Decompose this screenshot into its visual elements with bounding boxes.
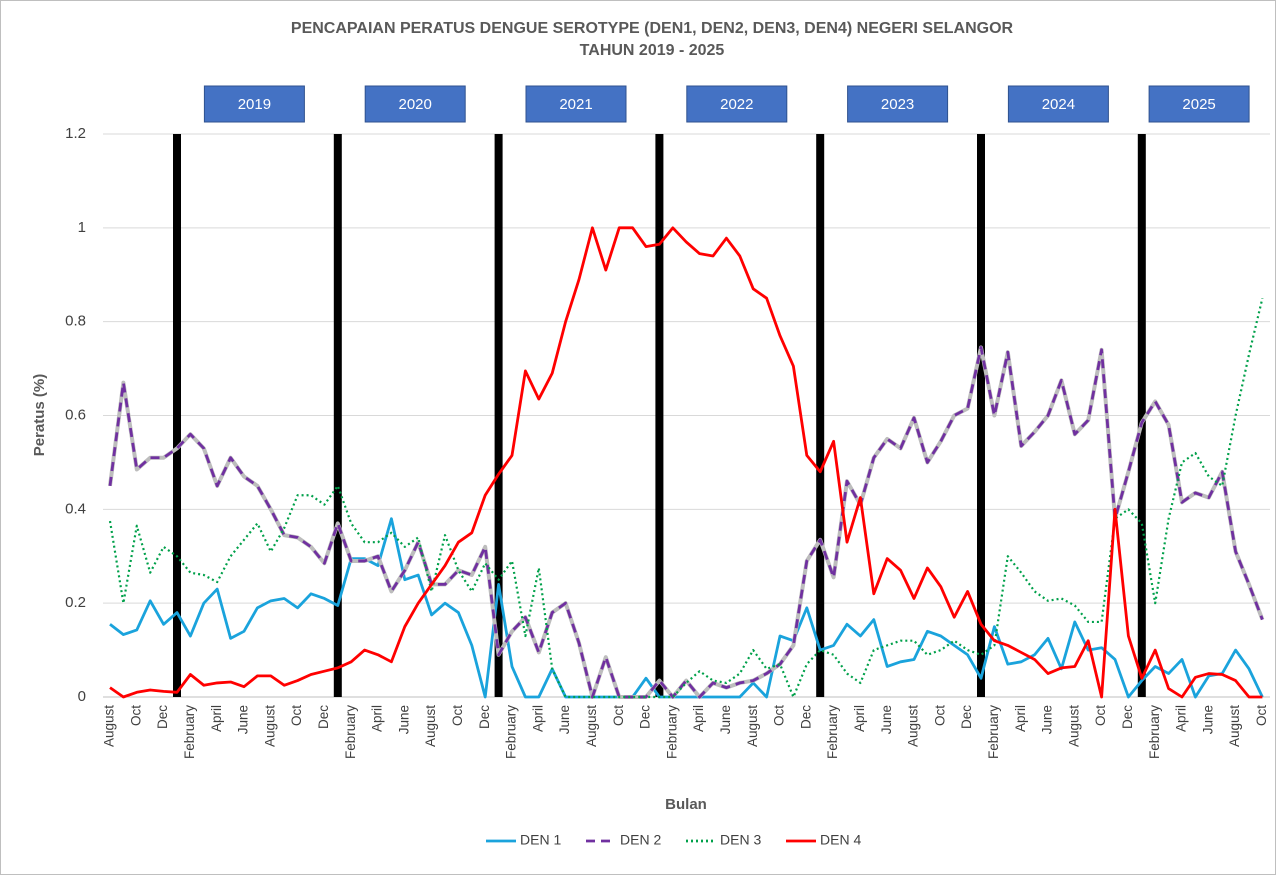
x-tick-label: Dec xyxy=(155,705,170,729)
x-tick-label: August xyxy=(102,705,117,747)
x-tick-label: Dec xyxy=(316,705,331,729)
x-tick-label: Oct xyxy=(1093,705,1108,726)
year-divider xyxy=(977,134,985,697)
x-tick-label: June xyxy=(396,705,411,734)
year-divider xyxy=(655,134,664,697)
x-tick-label: April xyxy=(1013,705,1028,732)
year-divider xyxy=(173,134,181,697)
x-tick-label: April xyxy=(209,705,224,732)
chart-title: TAHUN 2019 - 2025 xyxy=(580,42,725,59)
y-tick-label: 0.4 xyxy=(65,500,86,517)
year-divider xyxy=(1137,134,1146,697)
x-tick-label: Dec xyxy=(477,705,492,729)
x-tick-label: February xyxy=(504,705,519,759)
x-tick-label: June xyxy=(557,705,572,734)
x-tick-label: April xyxy=(852,705,867,732)
year-box xyxy=(686,85,788,123)
year-label: 2022 xyxy=(720,96,753,113)
x-tick-label: Dec xyxy=(798,705,813,729)
year-divider xyxy=(494,134,503,697)
series-line xyxy=(109,517,1264,699)
x-tick-label: April xyxy=(370,705,385,732)
y-tick-label: 0.2 xyxy=(65,594,86,611)
year-box xyxy=(203,85,305,123)
x-tick-label: Dec xyxy=(1120,705,1135,729)
x-tick-label: Oct xyxy=(611,705,626,726)
x-tick-label: April xyxy=(691,705,706,732)
x-tick-label: August xyxy=(745,705,760,747)
x-tick-label: Oct xyxy=(1254,705,1269,726)
year-box xyxy=(1148,85,1250,123)
y-tick-label: 0.8 xyxy=(65,313,86,330)
year-box xyxy=(364,85,466,123)
x-tick-label: August xyxy=(906,705,921,747)
year-label: 2024 xyxy=(1042,96,1075,113)
x-tick-label: February xyxy=(1147,705,1162,759)
x-tick-label: February xyxy=(343,705,358,759)
year-label: 2021 xyxy=(559,96,592,113)
year-label: 2020 xyxy=(399,96,432,113)
year-divider xyxy=(333,134,342,697)
series-line xyxy=(108,297,1264,699)
year-label: 2025 xyxy=(1182,96,1215,113)
year-divider xyxy=(816,134,825,697)
series-line xyxy=(109,226,1263,699)
year-box xyxy=(1007,85,1109,123)
year-label: 2019 xyxy=(238,96,271,113)
x-tick-label: Dec xyxy=(638,705,653,729)
legend-label: DEN 4 xyxy=(820,832,861,848)
x-tick-label: June xyxy=(718,705,733,734)
x-tick-label: June xyxy=(1040,705,1055,734)
y-tick-label: 1.2 xyxy=(65,125,86,142)
x-tick-label: June xyxy=(879,705,894,734)
y-tick-label: 1 xyxy=(78,219,86,236)
y-tick-label: 0 xyxy=(78,688,86,705)
x-tick-label: April xyxy=(530,705,545,732)
x-tick-label: June xyxy=(236,705,251,734)
chart-title: PENCAPAIAN PERATUS DENGUE SEROTYPE (DEN1… xyxy=(291,20,1014,37)
x-tick-label: Oct xyxy=(128,705,143,726)
x-tick-label: February xyxy=(664,705,679,759)
x-tick-label: Oct xyxy=(932,705,947,726)
year-box xyxy=(525,85,627,123)
x-tick-label: August xyxy=(1227,705,1242,747)
legend-label: DEN 3 xyxy=(720,832,761,848)
series-line xyxy=(108,346,1264,699)
x-tick-label: August xyxy=(1066,705,1081,747)
x-tick-label: February xyxy=(825,705,840,759)
x-tick-label: Oct xyxy=(289,705,304,726)
x-tick-label: Dec xyxy=(959,705,974,729)
year-box xyxy=(847,85,949,123)
x-tick-label: June xyxy=(1200,705,1215,734)
y-axis-title: Peratus (%) xyxy=(31,374,48,457)
y-tick-label: 0.6 xyxy=(65,406,86,423)
x-tick-label: August xyxy=(584,705,599,747)
x-tick-label: August xyxy=(423,705,438,747)
x-tick-label: February xyxy=(182,705,197,759)
x-tick-label: April xyxy=(1174,705,1189,732)
x-tick-label: February xyxy=(986,705,1001,759)
x-tick-label: Oct xyxy=(772,705,787,726)
x-tick-label: August xyxy=(262,705,277,747)
year-label: 2023 xyxy=(881,96,914,113)
x-axis-title: Bulan xyxy=(665,796,707,813)
x-tick-label: Oct xyxy=(450,705,465,726)
legend-label: DEN 2 xyxy=(620,832,661,848)
legend-label: DEN 1 xyxy=(520,832,561,848)
